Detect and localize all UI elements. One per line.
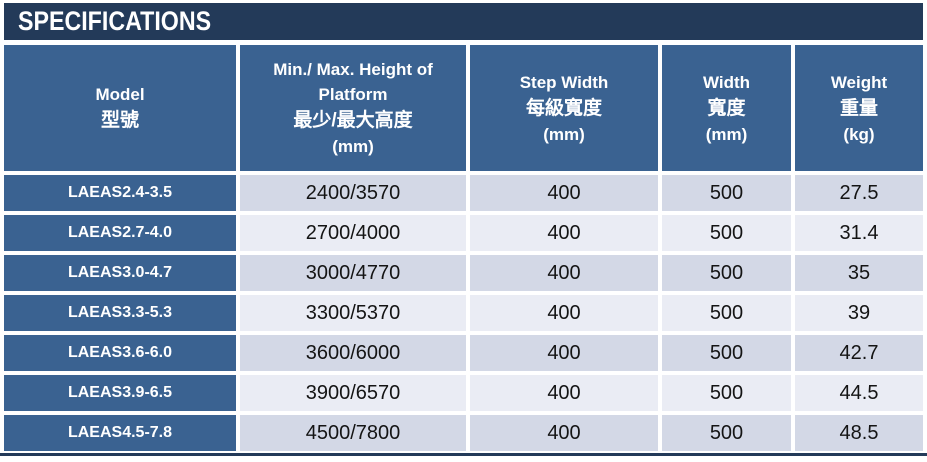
spec-table: Model 型號 Min./ Max. Height of Platform 最少/最大…	[4, 45, 923, 451]
header-line: Width	[702, 72, 751, 92]
header-line: Platform	[318, 85, 388, 104]
cell-step-width: 400	[470, 215, 658, 251]
cell-height: 3600/6000	[240, 335, 466, 371]
cell-step-width: 400	[470, 375, 658, 411]
header-line: Step Width	[519, 72, 609, 92]
cell-step-width: 400	[470, 175, 658, 211]
model-cell: LAEAS3.9-6.5	[4, 375, 236, 411]
cell-weight: 39	[795, 295, 923, 331]
cell-weight: 31.4	[795, 215, 923, 251]
cell-width: 500	[662, 295, 791, 331]
cell-weight: 44.5	[795, 375, 923, 411]
cell-height: 3900/6570	[240, 375, 466, 411]
cell-width: 500	[662, 375, 791, 411]
cell-weight: 35	[795, 255, 923, 291]
cell-height: 4500/7800	[240, 415, 466, 451]
cell-height: 2700/4000	[240, 215, 466, 251]
cell-weight: 42.7	[795, 335, 923, 371]
cell-width: 500	[662, 415, 791, 451]
header-cell-weight: Weight 重量 (kg)	[795, 45, 923, 171]
cell-step-width: 400	[470, 255, 658, 291]
header-line: (mm)	[543, 124, 585, 144]
cell-step-width: 400	[470, 415, 658, 451]
cell-weight: 48.5	[795, 415, 923, 451]
header-line: 重量	[839, 97, 878, 119]
header-line: 寬度	[707, 97, 746, 119]
cell-step-width: 400	[470, 295, 658, 331]
model-cell: LAEAS3.6-6.0	[4, 335, 236, 371]
header-line: 最少/最大高度	[293, 110, 413, 131]
model-cell: LAEAS3.3-5.3	[4, 295, 236, 331]
cell-height: 2400/3570	[240, 175, 466, 211]
page-title: SPECIFICATIONS	[18, 6, 212, 36]
cell-width: 500	[662, 175, 791, 211]
header-cell-width: Width 寬度 (mm)	[662, 45, 791, 171]
header-line: (mm)	[332, 137, 374, 156]
cell-weight: 27.5	[795, 175, 923, 211]
bottom-rule	[0, 453, 927, 456]
header-cell-height: Min./ Max. Height of Platform 最少/最大高度 (mm)	[240, 45, 466, 171]
header-line: (kg)	[843, 124, 875, 144]
header-line: Min./ Max. Height of	[273, 60, 433, 79]
cell-height: 3000/4770	[240, 255, 466, 291]
header-cell-step_width: Step Width 每級寬度 (mm)	[470, 45, 658, 171]
header-line: Model	[95, 85, 145, 104]
cell-height: 3300/5370	[240, 295, 466, 331]
header-line: (mm)	[705, 124, 748, 144]
model-cell: LAEAS2.4-3.5	[4, 175, 236, 211]
header-line: 型號	[100, 110, 139, 131]
cell-step-width: 400	[470, 335, 658, 371]
model-cell: LAEAS4.5-7.8	[4, 415, 236, 451]
model-cell: LAEAS3.0-4.7	[4, 255, 236, 291]
title-bar: SPECIFICATIONS	[4, 3, 923, 40]
header-line: 每級寬度	[525, 97, 602, 119]
header-cell-model: Model 型號	[4, 45, 236, 171]
cell-width: 500	[662, 215, 791, 251]
cell-width: 500	[662, 335, 791, 371]
header-line: Weight	[830, 72, 888, 92]
cell-width: 500	[662, 255, 791, 291]
model-cell: LAEAS2.7-4.0	[4, 215, 236, 251]
